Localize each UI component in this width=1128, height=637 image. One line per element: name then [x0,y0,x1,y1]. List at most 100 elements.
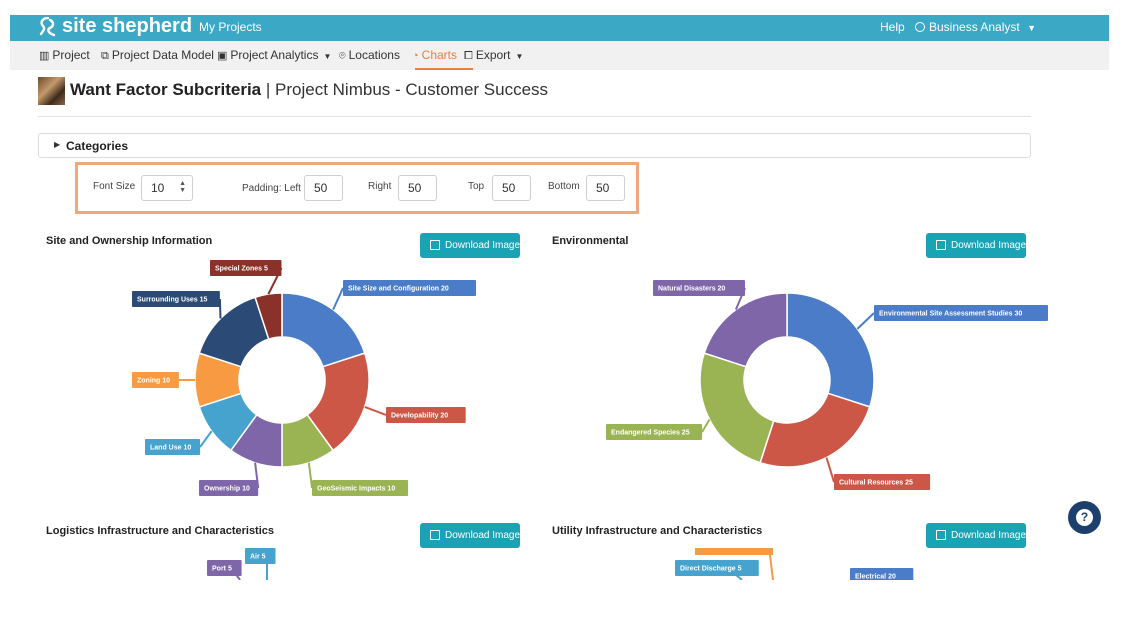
slice-label: Zoning 10 [137,378,170,385]
donut-slice[interactable] [254,292,283,341]
slice-label: Electrical 20 [855,574,896,581]
padding-right-value: 50 [408,181,422,195]
slice-label: Direct Discharge 5 [680,566,742,573]
download-button-label: Download Image [445,530,521,541]
nav-data-model-label: Project Data Model [111,48,214,62]
donut-slice[interactable] [306,352,370,452]
nav-locations[interactable]: ⌾ Locations [339,48,400,63]
padding-left-value: 50 [314,181,328,195]
chevron-down-icon: ▼ [515,52,524,61]
download-image-button[interactable]: Download Image [420,233,520,258]
chevron-down-icon: ▼ [1027,23,1036,33]
download-button-label: Download Image [951,240,1027,251]
donut-slice[interactable] [759,392,871,468]
nav-project-data-model[interactable]: ⧉ Project Data Model [101,48,214,63]
padding-right-input[interactable]: 50 [398,175,437,201]
nav-project[interactable]: ▥ Project [39,48,90,62]
help-chat-button[interactable]: ? [1068,501,1101,534]
nav-charts[interactable]: ◔ Charts [412,48,457,62]
slice-label-box [653,280,745,296]
padding-bottom-value: 50 [596,181,610,195]
slice-label-box [874,305,1048,321]
slice-label: Land Use 10 [150,445,191,452]
download-button-label: Download Image [951,530,1027,541]
nav-project-label: Project [52,48,90,62]
leader-line [218,298,222,319]
nav-charts-label: Charts [421,48,457,62]
slice-label-box [386,407,466,423]
image-icon [936,240,946,250]
page-title: Want Factor Subcriteria | Project Nimbus… [70,80,548,100]
download-image-button[interactable]: Download Image [926,233,1026,258]
slice-label-box [606,424,703,440]
leader-line [769,554,774,581]
top-header-bar: site shepherd My Projects Help Business … [10,15,1109,41]
question-mark-icon: ? [1076,509,1093,526]
slice-label: Port 5 [212,566,232,573]
project-thumbnail [38,77,65,105]
download-image-button[interactable]: Download Image [420,523,520,548]
padding-left-label: Padding: Left [242,183,301,194]
donut-slice[interactable] [281,292,366,368]
padding-bottom-label: Bottom [548,181,580,192]
slice-label-box [675,560,759,576]
slice-label-box [695,548,773,555]
slice-label: Air 5 [250,554,266,561]
my-projects-link[interactable]: My Projects [199,20,262,34]
categories-collapsible[interactable]: ▶ Categories [38,133,1031,158]
slice-label-box [312,480,409,496]
donut-slice[interactable] [699,352,775,464]
slice-label: Cultural Resources 25 [839,480,913,487]
padding-top-input[interactable]: 50 [492,175,531,201]
slice-label: Surrounding Uses 15 [137,297,208,304]
leader-line [332,287,344,311]
padding-bottom-input[interactable]: 50 [586,175,625,201]
slice-label-box [834,474,931,490]
leader-line [307,462,313,489]
help-link[interactable]: Help [880,20,905,34]
slice-label-box [343,280,476,296]
bar-chart-icon: ▥ [39,50,50,62]
brand-name[interactable]: site shepherd [62,15,193,37]
spinner-arrows-icon[interactable]: ▲ ▼ [179,180,186,194]
page-title-main: Want Factor Subcriteria [70,80,262,99]
chevron-down-icon: ▼ [323,52,332,61]
nav-export[interactable]: ⧠ Export ▼ [464,48,523,63]
font-size-value: 10 [151,181,165,195]
image-icon [430,530,440,540]
leader-line [199,430,213,448]
nav-locations-label: Locations [348,48,400,62]
leader-line [825,457,835,483]
slice-label: Endangered Species 25 [611,430,690,437]
slice-label-box [132,291,220,307]
site-shepherd-logo-icon [39,17,56,37]
slice-label-box [207,560,242,576]
padding-left-input[interactable]: 50 [304,175,343,201]
slice-label: Natural Disasters 20 [658,286,725,293]
padding-top-label: Top [468,181,485,192]
font-size-stepper[interactable]: 10 ▲ ▼ [141,175,193,201]
download-button-label: Download Image [445,240,521,251]
nav-project-analytics[interactable]: ▣ Project Analytics ▼ [217,48,331,62]
chart-title: Environmental [552,235,629,247]
donut-slice[interactable] [703,292,788,368]
leader-line [364,405,387,416]
pie-chart-icon: ◔ [412,50,419,62]
page-title-project: | Project Nimbus - Customer Success [265,80,549,99]
project-nav-bar: ▥ Project ⧉ Project Data Model ▣ Project An… [10,41,1109,70]
sitemap-icon: ⧉ [101,50,109,62]
chart-settings-panel: Font Size 10 ▲ ▼ Padding: Left 50 Right 5… [75,162,639,214]
leader-line [701,418,711,433]
user-circle-icon [915,22,925,32]
nav-analytics-label: Project Analytics [230,48,319,62]
slice-label: Special Zones 5 [215,266,268,273]
padding-right-label: Right [368,181,392,192]
chart-title: Utility Infrastructure and Characteristi… [552,525,763,537]
slice-label: Site Size and Configuration 20 [348,286,449,293]
user-menu[interactable]: Business Analyst ▼ [915,20,1036,34]
download-image-button[interactable]: Download Image [926,523,1026,548]
slice-label: Developability 20 [391,413,448,420]
donut-slice[interactable] [786,292,875,408]
